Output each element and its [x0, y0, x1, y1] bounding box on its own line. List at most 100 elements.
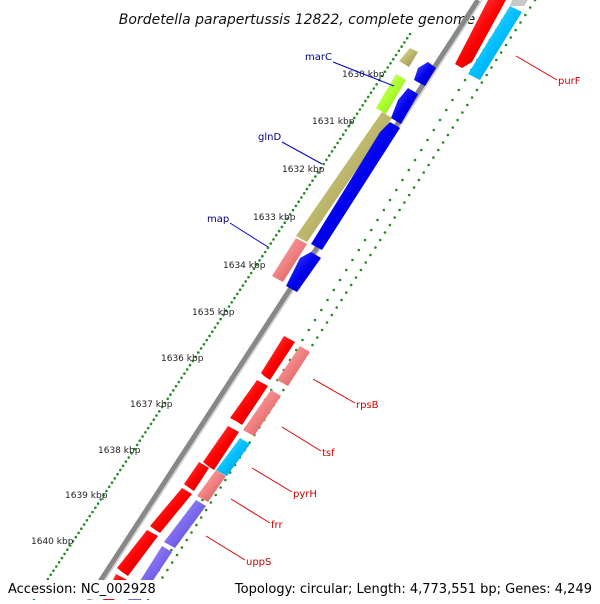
- tick-mark: [172, 389, 175, 392]
- gene-label-tsf[interactable]: tsf: [322, 448, 335, 459]
- tick-mark: [326, 298, 329, 302]
- tick-mark: [375, 83, 378, 86]
- tick-mark: [432, 156, 435, 159]
- tick-mark: [345, 291, 348, 294]
- tick-mark: [386, 66, 390, 69]
- tick-mark: [426, 138, 429, 142]
- tick-mark: [155, 414, 158, 417]
- gene-feature-rpsB[interactable]: [277, 346, 310, 386]
- gene-feature-red[interactable]: [230, 380, 268, 425]
- gene-label-frr[interactable]: frr: [271, 520, 283, 531]
- gene-label-map[interactable]: map: [207, 214, 229, 225]
- tick-mark: [314, 175, 317, 178]
- gene-feature-tsf[interactable]: [243, 390, 281, 436]
- tick-mark: [401, 178, 404, 182]
- tick-mark: [238, 288, 242, 292]
- tick-mark: [407, 168, 411, 172]
- tick-mark: [427, 163, 430, 167]
- tick-mark: [94, 506, 97, 510]
- tick-mark: [236, 292, 239, 296]
- tick-mark: [197, 351, 200, 354]
- tick-mark: [388, 223, 392, 227]
- gene-feature-red[interactable]: [261, 336, 295, 380]
- gene-feature-red[interactable]: [203, 426, 239, 470]
- tick-mark: [330, 150, 334, 153]
- gene-label-purF[interactable]: purF: [558, 76, 581, 87]
- gene-leader-line: [312, 378, 356, 404]
- gene-feature-uppS[interactable]: [164, 500, 206, 548]
- tick-mark: [446, 133, 450, 137]
- tick-mark: [161, 576, 164, 579]
- tick-mark: [219, 486, 222, 489]
- gene-leader-line: [515, 55, 558, 81]
- gene-label-pyrH[interactable]: pyrH: [293, 489, 317, 500]
- gene-feature-red[interactable]: [150, 488, 192, 533]
- tick-mark: [332, 288, 336, 292]
- tick-mark: [456, 118, 459, 122]
- tick-mark: [99, 498, 103, 501]
- gene-feature-red[interactable]: [117, 530, 158, 576]
- gene-feature-lime[interactable]: [376, 74, 406, 114]
- gene-feature-marC[interactable]: [399, 48, 418, 67]
- gene-label-rpsB[interactable]: rpsB: [356, 400, 379, 411]
- tick-mark: [227, 305, 231, 308]
- tick-mark: [202, 343, 206, 346]
- gene-feature-frr[interactable]: [197, 470, 226, 502]
- tick-mark: [338, 278, 342, 282]
- gene-feature-map[interactable]: [272, 238, 307, 282]
- tick-mark: [144, 431, 147, 434]
- gene-feature-pyrH[interactable]: [216, 438, 250, 476]
- gene-feature-blue[interactable]: [414, 62, 436, 86]
- tick-mark: [330, 313, 334, 317]
- gene-feature-glnD[interactable]: [311, 122, 400, 250]
- tick-mark: [211, 330, 214, 334]
- tick-mark: [80, 527, 83, 530]
- gene-feature-blue[interactable]: [286, 252, 321, 292]
- tick-mark: [408, 32, 412, 36]
- tick-mark: [141, 435, 144, 438]
- tick-mark: [311, 343, 314, 347]
- tick-mark: [214, 493, 217, 497]
- tick-mark: [350, 120, 353, 124]
- gene-feature-olive-long[interactable]: [296, 112, 392, 242]
- tick-mark: [369, 253, 372, 257]
- tick-mark: [345, 268, 348, 272]
- tick-mark: [233, 296, 236, 300]
- tick-mark: [249, 271, 253, 275]
- tick-mark: [347, 124, 351, 128]
- gene-feature-red[interactable]: [184, 462, 209, 491]
- tick-mark: [175, 553, 179, 557]
- tick-mark: [364, 99, 367, 103]
- accession-label: Accession: NC_002928: [2, 580, 162, 599]
- tick-mark: [470, 96, 474, 99]
- gene-feature-grey[interactable]: [510, 0, 528, 6]
- tick-mark: [213, 326, 217, 329]
- tick-mark: [74, 535, 78, 539]
- tick-mark: [263, 250, 267, 254]
- tick-mark: [286, 217, 289, 220]
- tick-label: 1637 kbp: [130, 400, 173, 410]
- genome-backbone-shadow: [91, 0, 483, 601]
- genome-title: Bordetella parapertussis 12822, complete…: [119, 12, 475, 28]
- tick-mark: [288, 213, 292, 216]
- gene-label-glnD[interactable]: glnD: [258, 132, 281, 143]
- tick-mark: [46, 577, 50, 581]
- gene-label-marC[interactable]: marC: [305, 52, 332, 63]
- tick-mark: [307, 328, 311, 332]
- gene-feature-red[interactable]: [455, 0, 506, 68]
- tick-mark: [355, 112, 359, 115]
- gene-feature-purF[interactable]: [468, 6, 522, 80]
- gene-label-uppS[interactable]: uppS: [246, 557, 271, 568]
- tick-mark: [177, 380, 181, 384]
- tick-mark: [311, 179, 314, 182]
- tick-mark: [302, 192, 306, 195]
- tick-mark: [463, 78, 467, 82]
- gene-feature-blue[interactable]: [391, 88, 418, 124]
- tick-mark: [188, 363, 192, 367]
- tick-mark: [407, 193, 411, 197]
- tick-mark: [119, 468, 122, 472]
- tick-mark: [113, 477, 117, 480]
- tick-labels: 1630 kbp 1631 kbp 1632 kbp 1633 kbp 1634…: [31, 70, 385, 547]
- tick-mark: [149, 422, 153, 426]
